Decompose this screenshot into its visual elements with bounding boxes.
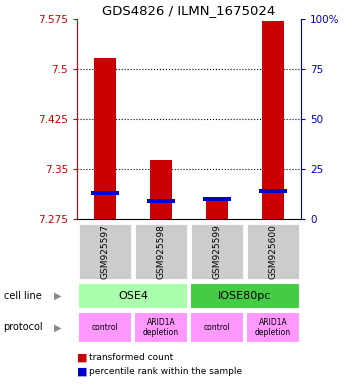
FancyBboxPatch shape [134, 312, 188, 343]
FancyBboxPatch shape [190, 223, 244, 280]
FancyBboxPatch shape [190, 312, 244, 343]
Text: percentile rank within the sample: percentile rank within the sample [89, 367, 242, 376]
Text: ■: ■ [77, 367, 88, 377]
Bar [150, 160, 172, 219]
FancyBboxPatch shape [78, 283, 188, 309]
Title: GDS4826 / ILMN_1675024: GDS4826 / ILMN_1675024 [102, 3, 276, 17]
FancyBboxPatch shape [78, 312, 132, 343]
Text: cell line: cell line [4, 291, 41, 301]
FancyBboxPatch shape [246, 223, 300, 280]
Bar [262, 20, 284, 219]
Text: control: control [204, 323, 230, 332]
FancyBboxPatch shape [190, 283, 300, 309]
Text: GSM925600: GSM925600 [268, 224, 278, 279]
Text: OSE4: OSE4 [118, 291, 148, 301]
Text: ARID1A
depletion: ARID1A depletion [143, 318, 179, 337]
FancyBboxPatch shape [78, 223, 132, 280]
Text: ▶: ▶ [54, 322, 62, 333]
Text: GSM925597: GSM925597 [100, 224, 110, 279]
Bar [147, 199, 175, 203]
Text: control: control [92, 323, 118, 332]
FancyBboxPatch shape [134, 223, 188, 280]
Text: GSM925599: GSM925599 [212, 224, 222, 279]
Text: ARID1A
depletion: ARID1A depletion [255, 318, 291, 337]
Text: GSM925598: GSM925598 [156, 224, 166, 279]
Text: protocol: protocol [4, 322, 43, 333]
Text: transformed count: transformed count [89, 353, 174, 362]
FancyBboxPatch shape [246, 312, 300, 343]
Text: ■: ■ [77, 353, 88, 363]
Text: IOSE80pc: IOSE80pc [218, 291, 272, 301]
Bar [206, 197, 228, 219]
Bar [259, 189, 287, 193]
Bar [91, 191, 119, 195]
Bar [203, 197, 231, 200]
Bar [94, 58, 116, 219]
Text: ▶: ▶ [54, 291, 62, 301]
